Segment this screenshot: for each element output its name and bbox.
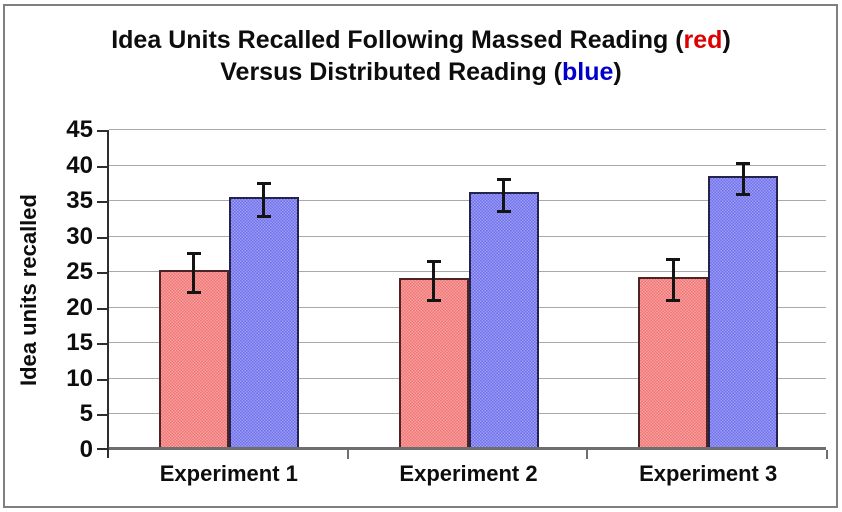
bar-massed-experiment-1 <box>158 269 229 447</box>
y-tick-label-45: 45 <box>66 116 93 143</box>
error-bar-line <box>741 163 745 195</box>
error-bar-line <box>262 183 266 218</box>
y-tick-label-10: 10 <box>66 364 93 392</box>
title-blue-word: blue <box>562 58 614 86</box>
title-text: ) <box>722 26 731 54</box>
error-bar-cap-bottom <box>256 215 271 219</box>
error-bar-cap-top <box>256 182 271 186</box>
error-bar-cap-bottom <box>426 298 441 302</box>
y-tick-label-30: 30 <box>66 222 93 250</box>
error-bar-line <box>192 253 196 293</box>
bar-distributed-experiment-3 <box>708 176 779 447</box>
chart-title-line1: Idea Units Recalled Following Massed Rea… <box>0 24 842 56</box>
y-tick-label-40: 40 <box>66 151 93 179</box>
title-red-word: red <box>683 26 723 54</box>
y-axis-tick-40 <box>97 165 109 168</box>
error-bar-line <box>671 259 675 301</box>
gridline-45 <box>109 129 826 130</box>
y-axis-tick-45 <box>97 130 109 132</box>
error-bar-cap-bottom <box>736 192 751 196</box>
gridline-40 <box>109 164 826 166</box>
error-bar-line <box>502 179 505 212</box>
gridline-30 <box>109 235 826 237</box>
y-axis-tick-15 <box>97 343 109 346</box>
gridline-35 <box>109 200 826 202</box>
x-axis-tick-2 <box>586 450 589 459</box>
error-bar-line <box>432 260 435 301</box>
error-bar-cap-top <box>426 259 441 263</box>
bar-massed-experiment-2 <box>398 277 469 447</box>
y-tick-label-25: 25 <box>66 258 93 286</box>
y-axis-tick-25 <box>97 272 109 275</box>
title-text: ) <box>613 58 622 86</box>
x-tick-label-experiment-2: Experiment 2 <box>399 461 538 486</box>
title-text: Versus Distributed Reading ( <box>220 58 562 86</box>
y-tick-label-35: 35 <box>66 187 93 215</box>
x-axis-tick-3 <box>826 450 828 459</box>
chart-title-line2: Versus Distributed Reading (blue) <box>0 56 842 88</box>
bar-distributed-experiment-1 <box>228 197 299 447</box>
error-bar-cap-bottom <box>666 298 681 302</box>
y-axis-tick-30 <box>97 236 109 239</box>
x-tick-label-experiment-1: Experiment 1 <box>159 461 298 486</box>
x-axis-tick-1 <box>346 450 349 459</box>
gridline-25 <box>109 271 826 273</box>
y-axis-tick-20 <box>97 307 109 310</box>
y-axis-tick-5 <box>97 414 109 417</box>
y-axis-tick-0 <box>97 448 109 450</box>
error-bar-cap-top <box>496 178 511 182</box>
error-bar-cap-top <box>666 258 681 262</box>
y-tick-label-20: 20 <box>66 293 93 321</box>
y-tick-label-15: 15 <box>66 329 93 357</box>
y-tick-label-5: 5 <box>79 400 93 428</box>
y-axis-tick-35 <box>97 201 109 204</box>
error-bar-cap-top <box>736 162 751 166</box>
plot-area: Experiment 1 Experiment 2 Experiment 3 <box>97 129 828 486</box>
error-bar-cap-top <box>186 252 201 256</box>
x-tick-label-experiment-3: Experiment 3 <box>639 461 778 486</box>
y-axis-tick-10 <box>97 378 109 381</box>
error-bar-cap-bottom <box>496 209 511 213</box>
y-axis-tick-bottom <box>107 450 109 458</box>
bar-distributed-experiment-2 <box>468 192 539 447</box>
error-bar-cap-bottom <box>186 290 201 294</box>
chart-title: Idea Units Recalled Following Massed Rea… <box>0 24 842 88</box>
title-text: Idea Units Recalled Following Massed Rea… <box>111 26 684 54</box>
y-axis-tick-labels: 0 5 10 15 20 25 30 35 40 45 <box>33 117 93 463</box>
bar-massed-experiment-3 <box>638 277 709 447</box>
y-tick-label-0: 0 <box>79 436 93 463</box>
